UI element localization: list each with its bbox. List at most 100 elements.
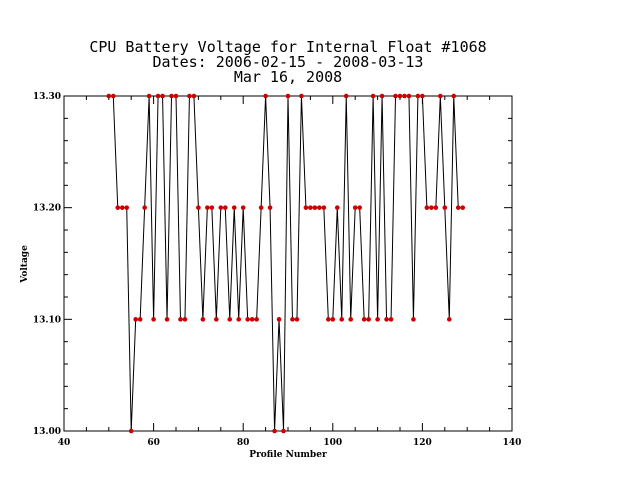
data-point bbox=[128, 428, 134, 434]
y-tick-label: 13.00 bbox=[33, 427, 61, 437]
y-tick-label: 13.10 bbox=[33, 315, 61, 325]
data-point bbox=[294, 317, 300, 322]
x-axis-tick-labels: 40 60 80 100 120 140 bbox=[58, 438, 522, 448]
data-point bbox=[164, 317, 170, 322]
data-point bbox=[343, 93, 349, 99]
data-point bbox=[254, 317, 259, 322]
data-point bbox=[200, 317, 206, 322]
data-point bbox=[124, 205, 130, 210]
data-point bbox=[406, 93, 412, 99]
data-point bbox=[402, 93, 407, 99]
x-tick-label: 120 bbox=[413, 438, 432, 448]
data-point bbox=[267, 205, 273, 210]
data-point bbox=[388, 317, 394, 322]
data-point bbox=[442, 205, 448, 210]
data-point bbox=[308, 205, 313, 210]
data-point bbox=[281, 428, 286, 434]
data-point bbox=[411, 317, 416, 322]
data-point bbox=[151, 317, 156, 322]
data-point bbox=[438, 93, 443, 99]
data-point bbox=[187, 93, 192, 99]
data-point bbox=[110, 93, 116, 99]
data-point bbox=[214, 317, 219, 322]
data-point bbox=[263, 93, 268, 99]
y-tick-label: 13.30 bbox=[33, 92, 61, 102]
data-point bbox=[317, 205, 322, 210]
data-point bbox=[146, 93, 152, 99]
chart-title-line-3: Mar 16, 2008 bbox=[234, 68, 342, 86]
data-point bbox=[361, 317, 367, 322]
data-point bbox=[299, 93, 304, 99]
x-tick-label: 60 bbox=[147, 438, 160, 448]
data-point bbox=[137, 317, 143, 322]
data-point bbox=[370, 93, 376, 99]
data-point bbox=[119, 205, 125, 210]
data-point bbox=[290, 317, 295, 322]
data-point bbox=[285, 93, 291, 99]
data-point bbox=[240, 205, 246, 210]
data-point bbox=[218, 205, 224, 210]
data-point bbox=[272, 428, 277, 434]
data-point bbox=[106, 93, 112, 99]
chart-title-line-2: Dates: 2006-02-15 - 2008-03-13 bbox=[153, 53, 424, 71]
data-point bbox=[178, 317, 183, 322]
data-point bbox=[321, 205, 327, 210]
data-point bbox=[227, 317, 233, 322]
data-point bbox=[276, 317, 282, 322]
plot-frame bbox=[63, 95, 513, 432]
chart-title-line-1: CPU Battery Voltage for Internal Float #… bbox=[89, 38, 486, 56]
data-point bbox=[393, 93, 398, 99]
data-point bbox=[133, 317, 138, 322]
data-point bbox=[424, 205, 430, 210]
data-point bbox=[173, 93, 179, 99]
data-point bbox=[446, 317, 452, 322]
data-point bbox=[209, 205, 215, 210]
data-point bbox=[330, 317, 336, 322]
data-point bbox=[191, 93, 197, 99]
data-point bbox=[169, 93, 174, 99]
data-point bbox=[236, 317, 242, 322]
data-point bbox=[451, 93, 457, 99]
x-axis-ticks bbox=[63, 96, 513, 431]
data-point bbox=[366, 317, 371, 322]
y-axis-title: Voltage bbox=[20, 245, 30, 284]
data-point bbox=[182, 317, 188, 322]
data-point bbox=[245, 317, 250, 322]
x-tick-label: 40 bbox=[58, 438, 71, 448]
data-point bbox=[397, 93, 403, 99]
data-point bbox=[352, 205, 358, 210]
data-point bbox=[433, 205, 439, 210]
x-tick-label: 100 bbox=[323, 438, 342, 448]
data-point bbox=[357, 205, 362, 210]
data-point bbox=[258, 205, 264, 210]
y-tick-label: 13.20 bbox=[33, 204, 61, 214]
data-point bbox=[196, 205, 201, 210]
chart-title: CPU Battery Voltage for Internal Float #… bbox=[89, 38, 486, 86]
data-point bbox=[205, 205, 210, 210]
data-point bbox=[339, 317, 345, 322]
x-axis-title: Profile Number bbox=[249, 450, 327, 460]
data-point bbox=[231, 205, 237, 210]
data-point bbox=[303, 205, 309, 210]
data-point bbox=[420, 93, 425, 99]
y-axis-ticks bbox=[64, 95, 512, 432]
data-point bbox=[155, 93, 161, 99]
data-point bbox=[334, 205, 340, 210]
voltage-series bbox=[106, 93, 466, 434]
data-point bbox=[249, 317, 255, 322]
series-line bbox=[108, 95, 463, 432]
data-point bbox=[415, 93, 421, 99]
data-point bbox=[375, 317, 380, 322]
data-point bbox=[348, 317, 354, 322]
data-point bbox=[222, 205, 228, 210]
data-point bbox=[455, 205, 461, 210]
data-point bbox=[384, 317, 389, 322]
x-tick-label: 80 bbox=[237, 438, 250, 448]
data-point bbox=[312, 205, 318, 210]
data-point bbox=[160, 93, 165, 99]
data-point bbox=[142, 205, 147, 210]
data-point bbox=[379, 93, 385, 99]
data-point bbox=[429, 205, 434, 210]
x-tick-label: 140 bbox=[503, 438, 522, 448]
